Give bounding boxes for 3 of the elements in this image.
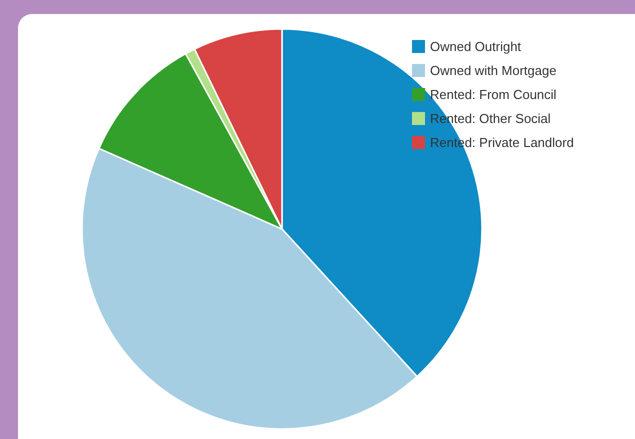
legend-label: Owned Outright	[430, 39, 522, 54]
legend-label: Rented: From Council	[430, 87, 557, 102]
legend-label: Owned with Mortgage	[430, 63, 556, 78]
